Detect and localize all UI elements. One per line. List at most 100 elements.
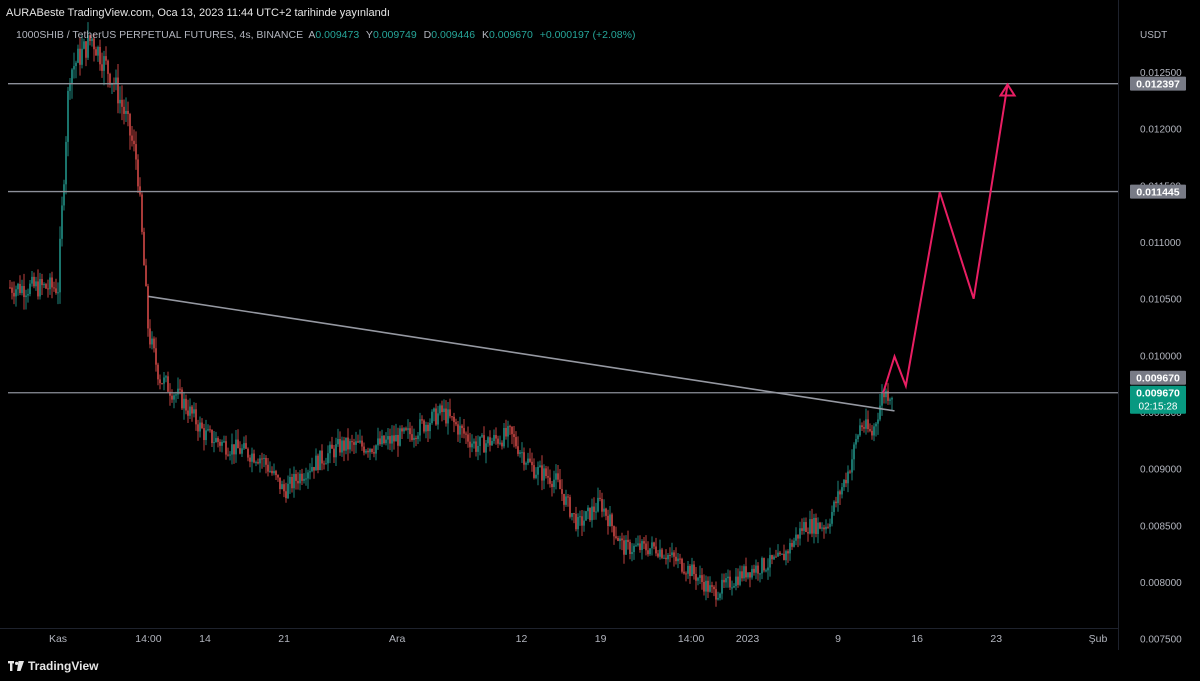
candle-body	[233, 444, 235, 455]
candle-body	[47, 288, 49, 290]
candle-body	[325, 463, 327, 465]
candle-body	[771, 555, 773, 560]
candle-body	[91, 38, 93, 42]
candle-body	[759, 573, 761, 575]
time-axis[interactable]: Kas 14:00 14 21 Ara 12 19 14:00 2023 9 16 23 Şub	[49, 633, 1108, 645]
candle-body	[195, 409, 197, 425]
candle-body	[451, 416, 453, 418]
candle-body	[215, 438, 217, 443]
candle-body	[99, 46, 101, 65]
candle-body	[51, 277, 53, 288]
candle-body	[297, 480, 299, 484]
candle-body	[637, 543, 639, 546]
candle-body	[849, 471, 851, 473]
candle-body	[851, 459, 853, 473]
candle-body	[463, 428, 465, 434]
candle-body	[741, 571, 743, 579]
candle-body	[189, 406, 191, 416]
open-value: 0.009473	[315, 29, 360, 41]
candle-body	[421, 419, 423, 421]
candle-body	[385, 439, 387, 444]
candle-body	[745, 566, 747, 578]
candle-body	[685, 573, 687, 575]
candle-body	[661, 549, 663, 558]
candle-body	[37, 281, 39, 297]
candle-body	[643, 541, 645, 544]
candle-body	[791, 543, 793, 547]
candle-body	[219, 441, 221, 446]
candle-body	[337, 438, 339, 445]
candle-body	[887, 390, 889, 401]
candle-body	[73, 66, 75, 70]
candle-body	[583, 520, 585, 526]
candle-body	[301, 473, 303, 481]
candle-body	[799, 528, 801, 539]
candle-body	[715, 589, 717, 600]
candle-body	[371, 449, 373, 453]
candle-body	[23, 286, 25, 298]
candle-body	[55, 288, 57, 294]
candle-body	[693, 564, 695, 574]
candle-body	[261, 458, 263, 460]
candle-body	[283, 484, 285, 492]
candle-body	[259, 458, 261, 464]
candle-body	[753, 568, 755, 573]
candle-body	[403, 428, 405, 432]
horizontal-levels	[8, 83, 1118, 394]
candle-body	[255, 462, 257, 464]
candle-body	[133, 140, 135, 145]
candle-body	[513, 434, 515, 438]
candle-body	[509, 426, 511, 428]
candle-body	[447, 409, 449, 424]
candle-body	[393, 435, 395, 442]
time-tick-label: 9	[835, 633, 841, 645]
candle-body	[53, 287, 55, 289]
candle-body	[269, 470, 271, 472]
candle-body	[775, 556, 777, 558]
candle-body	[121, 99, 123, 107]
candle-body	[81, 48, 83, 65]
candle-body	[69, 83, 71, 91]
candle-body	[533, 465, 535, 478]
candle-body	[651, 542, 653, 549]
time-tick-label: 14	[199, 633, 211, 645]
candle-body	[591, 506, 593, 521]
brand-footer[interactable]: TradingView	[8, 659, 98, 673]
candle-body	[837, 491, 839, 504]
candle-body	[737, 576, 739, 585]
candle-body	[187, 410, 189, 416]
candle-body	[353, 442, 355, 445]
candle-body	[479, 436, 481, 446]
candle-body	[823, 527, 825, 530]
candle-body	[205, 430, 207, 441]
candle-body	[251, 453, 253, 462]
candle-body	[769, 555, 771, 568]
candle-body	[557, 473, 559, 480]
symbol-title[interactable]: 1000SHIB / TetherUS PERPETUAL FUTURES, 4…	[16, 29, 304, 41]
candle-body	[163, 377, 165, 384]
candle-countdown: 02:15:28	[1139, 402, 1178, 413]
candle-body	[491, 440, 493, 446]
candle-body	[435, 408, 437, 425]
descending-trendline[interactable]	[148, 295, 895, 412]
candle-body	[519, 452, 521, 454]
candle-body	[763, 558, 765, 571]
candle-body	[695, 573, 697, 581]
candle-body	[433, 408, 435, 412]
candle-body	[787, 551, 789, 554]
candle-body	[511, 426, 513, 435]
candle-body	[183, 398, 185, 409]
candle-body	[499, 442, 501, 444]
candle-body	[757, 565, 759, 574]
price-tick-label: 0.010000	[1140, 351, 1182, 362]
candle-body	[561, 489, 563, 494]
candle-body	[429, 423, 431, 432]
level-badge-bg	[1130, 76, 1186, 91]
projection-path[interactable]	[882, 84, 1009, 394]
price-axis[interactable]: USDT0.0125000.0120000.0115000.0110000.01…	[1140, 30, 1182, 646]
price-badges: 0.012397 0.011445 0.009670 0.009670 02:15:28	[1130, 76, 1186, 414]
candle-body	[267, 464, 269, 472]
price-tick-label: 0.012000	[1140, 125, 1182, 136]
